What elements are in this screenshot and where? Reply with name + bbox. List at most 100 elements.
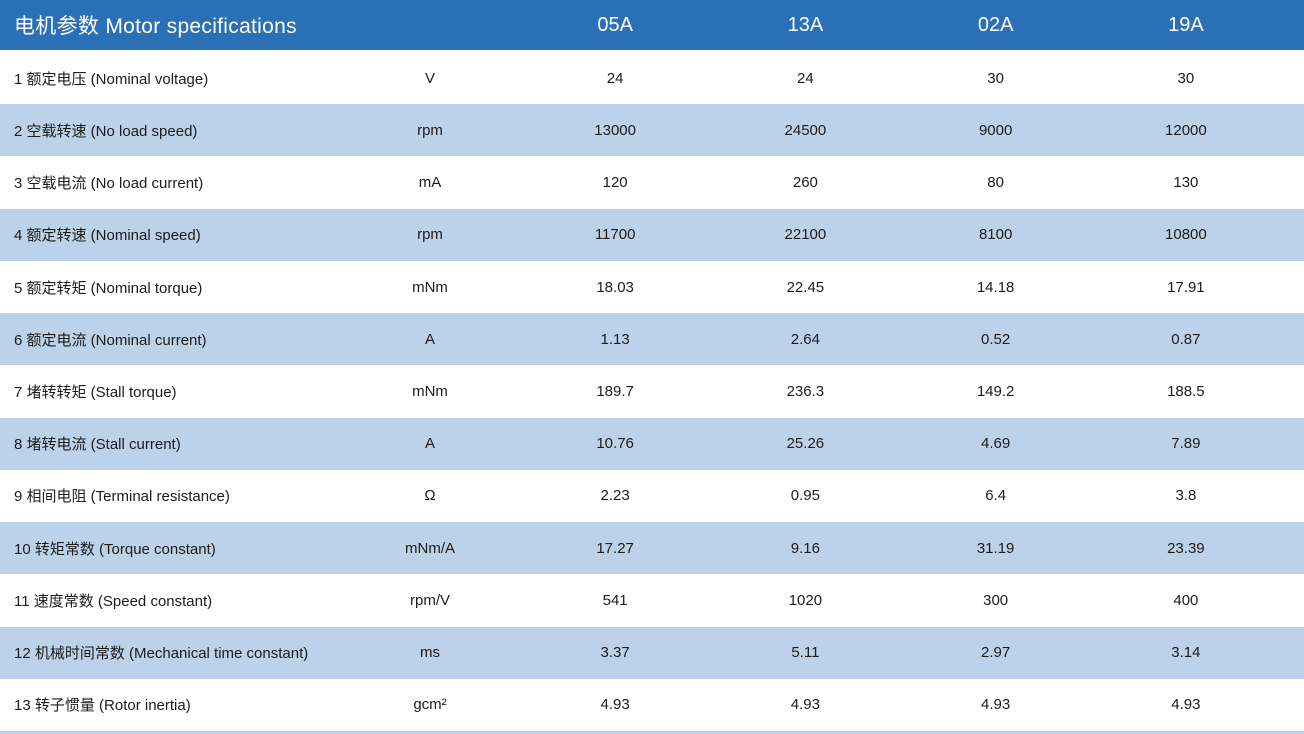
spec-row: 13 转子惯量 (Rotor inertia) gcm² 4.93 4.93 4.93 4… [0,678,1304,732]
spec-row: 2 空载转速 (No load speed) rpm 13000 24500 9000 1… [0,104,1304,157]
param-value: 3.14 [1171,644,1201,662]
param-value: 24 [606,69,624,87]
spec-row: 9 相间电阻 (Terminal resistance) Ω 2.23 0.95 6.4… [0,469,1304,523]
param-value: 24500 [784,121,827,139]
param-unit: rpm [417,121,443,139]
param-value: 1020 [788,591,823,609]
param-unit: rpm/V [409,591,450,609]
param-value: 17.27 [596,539,634,557]
param-value: 0.87 [1171,330,1201,348]
param-value: 188.5 [1167,383,1205,401]
table-body: 1 额定电压 (Nominal voltage) V 24 24 30 30 2 空载转速 … [0,52,1304,732]
column-header-02a: 02A [977,13,1014,36]
param-label: 12 机械时间常数 (Mechanical time constant) [14,645,309,663]
param-unit: rpm [417,226,443,244]
spec-row: 6 额定电流 (Nominal current) A 1.13 2.64 0.52 0.8… [0,313,1304,366]
param-value: 2.23 [600,487,630,505]
column-header-19a: 19A [1168,13,1204,36]
param-value: 0.95 [790,487,820,505]
header-separator [0,50,1304,52]
param-value: 5.11 [791,644,820,662]
param-value: 260 [792,174,818,192]
param-label: 7 堵转转矩 (Stall torque) [14,384,177,402]
param-value: 2.97 [981,644,1011,662]
spec-row: 12 机械时间常数 (Mechanical time constant) ms 3.… [0,626,1304,679]
param-label: 5 额定转矩 (Nominal torque) [14,279,203,297]
param-unit: A [424,435,435,453]
param-unit: A [424,330,435,348]
spec-row: 1 额定电压 (Nominal voltage) V 24 24 30 30 [0,52,1304,105]
param-value: 189.7 [596,383,634,401]
param-value: 236.3 [786,383,825,401]
param-value: 120 [602,174,628,192]
param-label: 13 转子惯量 (Rotor inertia) [14,697,191,715]
column-header-05a: 05A [597,13,633,36]
param-value: 400 [1173,591,1199,609]
param-value: 3.8 [1175,487,1197,505]
param-value: 17.91 [1167,278,1205,296]
param-value: 11700 [594,226,636,244]
param-label: 10 转矩常数 (Torque constant) [14,540,216,558]
param-value: 9.16 [790,539,820,557]
param-value: 30 [987,69,1004,87]
param-value: 30 [1177,69,1195,87]
param-value: 4.93 [981,696,1011,714]
table-bottom-strip [0,731,1304,734]
param-value: 22100 [784,226,827,244]
param-value: 8100 [978,226,1013,244]
param-label: 11 速度常数 (Speed constant) [14,592,213,610]
param-value: 300 [983,591,1009,609]
param-value: 18.03 [596,278,634,296]
param-value: 4.69 [981,435,1011,453]
param-value: 10.76 [596,435,634,453]
param-label: 2 空载转速 (No load speed) [14,122,198,140]
param-value: 31.19 [976,539,1015,557]
param-value: 25.26 [786,435,825,453]
param-value: 80 [987,174,1004,192]
param-value: 4.93 [790,696,820,714]
table-title: 电机参数 Motor specifications [14,15,297,38]
table-header-row: 电机参数 Motor specifications 05A 13A 02A 19… [0,0,1304,50]
param-unit: gcm² [413,696,447,714]
param-unit: V [424,69,435,87]
param-unit: mNm/A [405,539,455,557]
param-value: 10800 [1165,226,1207,244]
param-value: 149.2 [976,383,1015,401]
param-value: 7.89 [1171,435,1201,453]
param-label: 1 额定电压 (Nominal voltage) [14,70,209,88]
param-label: 9 相间电阻 (Terminal resistance) [14,488,230,506]
param-value: 4.93 [1171,696,1201,714]
param-value: 541 [602,591,628,609]
param-unit: ms [420,644,440,662]
column-header-13a: 13A [787,13,824,36]
param-label: 6 额定电流 (Nominal current) [14,331,207,349]
param-value: 12000 [1165,121,1207,139]
param-unit: mNm [412,278,448,296]
spec-row: 5 额定转矩 (Nominal torque) mNm 18.03 22.45 14.1… [0,260,1304,314]
param-value: 23.39 [1167,539,1205,557]
param-value: 14.18 [976,278,1015,296]
param-value: 0.52 [981,330,1011,348]
param-label: 4 额定转速 (Nominal speed) [14,227,201,245]
param-value: 130 [1173,174,1199,192]
param-value: 22.45 [786,278,825,296]
param-value: 1.13 [600,330,630,348]
spec-row: 7 堵转转矩 (Stall torque) mNm 189.7 236.3 149.2 1… [0,365,1304,418]
param-value: 6.4 [985,487,1007,505]
param-unit: Ω [424,487,436,505]
param-unit: mNm [412,383,448,401]
param-label: 3 空载电流 (No load current) [14,175,204,193]
param-value: 9000 [978,121,1013,139]
param-value: 4.93 [600,696,630,714]
spec-row: 8 堵转电流 (Stall current) A 10.76 25.26 4.69 7.8… [0,417,1304,470]
param-value: 24 [797,69,814,87]
spec-row: 3 空载电流 (No load current) mA 120 260 80 130 [0,156,1304,209]
param-value: 3.37 [600,644,630,662]
spec-row: 10 转矩常数 (Torque constant) mNm/A 17.27 9.16 3… [0,522,1304,575]
spec-row: 4 额定转速 (Nominal speed) rpm 11700 22100 8100 1… [0,208,1304,261]
param-value: 13000 [594,121,636,139]
spec-row: 11 速度常数 (Speed constant) rpm/V 541 1020 300 4… [0,574,1304,627]
param-unit: mA [418,174,442,192]
param-value: 2.64 [790,330,820,348]
